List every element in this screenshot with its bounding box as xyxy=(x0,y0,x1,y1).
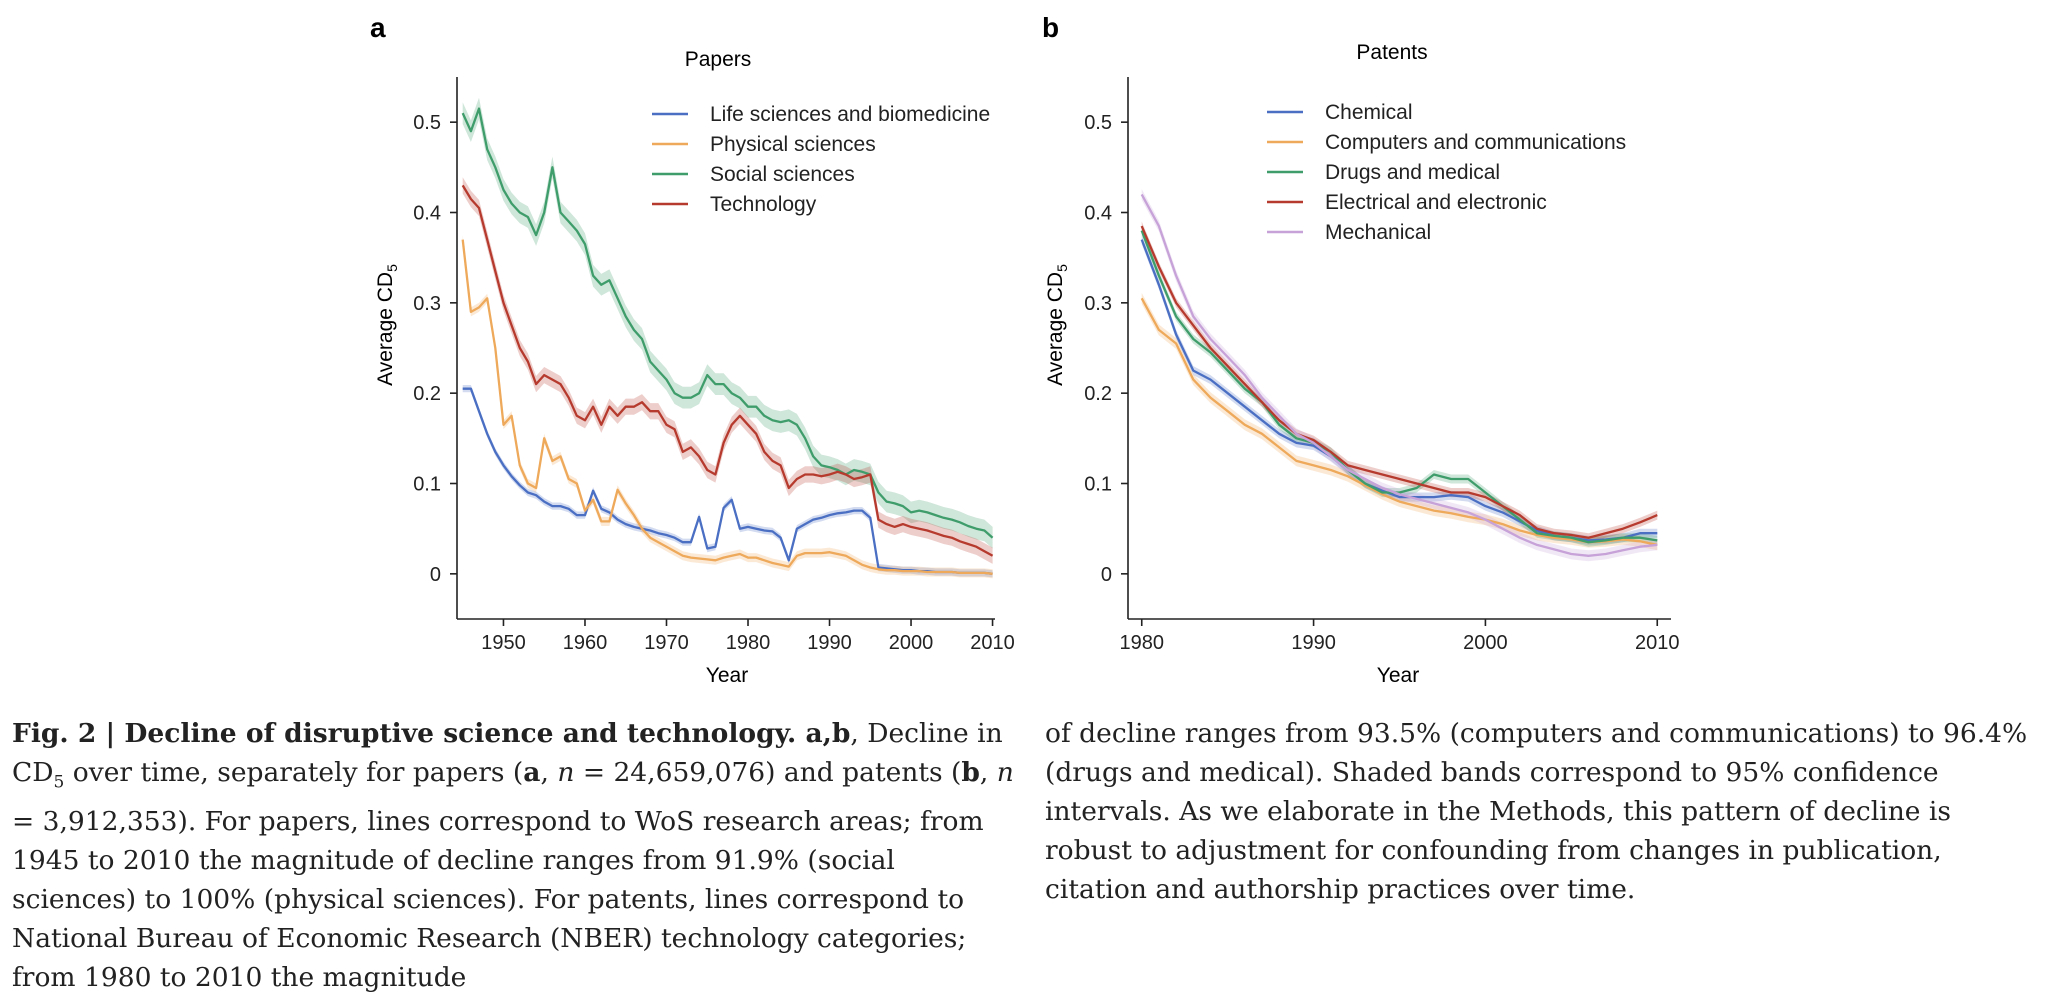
axes-a: 0 0.1 0.2 0.3 0.4 0.5 1950 1960 1970 1980 1990 2000… xyxy=(413,77,1015,654)
caption-fig-number: Fig. 2 xyxy=(12,718,97,749)
figure-caption-right: of decline ranges from 93.5% (computers … xyxy=(1045,718,2028,905)
panel-letter-a: a xyxy=(370,12,386,43)
legend-label-electrical-and-electronic: Electrical and electronic xyxy=(1325,191,1547,214)
x-tick-label-a: 2010 xyxy=(970,632,1015,654)
x-tick-label-b: 1980 xyxy=(1119,632,1164,654)
y-tick-label-a: 0.1 xyxy=(413,474,441,496)
caption-comma: , xyxy=(822,718,832,749)
x-tick-label-a: 1990 xyxy=(807,632,852,654)
legend-label-chemical: Chemical xyxy=(1325,101,1413,124)
svg-text:Average CD5: Average CD5 xyxy=(1044,264,1070,386)
caption-text-6: = 3,912,353). For papers, lines correspo… xyxy=(12,806,984,994)
caption-bold-a: a xyxy=(523,757,541,788)
series-line-drugs-and-medical xyxy=(1140,230,1658,544)
x-axis-label-a: Year xyxy=(706,664,748,687)
legend-label-computers-and-communications: Computers and communications xyxy=(1325,131,1626,154)
legend-b: Chemical Computers and communications Drug… xyxy=(1267,101,1626,244)
caption-bold-b: b xyxy=(961,757,980,788)
legend-label-social-sciences: Social sciences xyxy=(710,163,855,186)
legend-label-mechanical: Mechanical xyxy=(1325,221,1431,244)
legend-label-physical-sciences: Physical sciences xyxy=(710,133,876,156)
y-tick-label-a: 0 xyxy=(430,564,441,586)
y-tick-label-b: 0.1 xyxy=(1084,474,1112,496)
y-tick-label-b: 0.3 xyxy=(1084,293,1112,315)
series-line-social-sciences xyxy=(461,107,994,539)
svg-text:Average CD5: Average CD5 xyxy=(374,264,400,386)
chart-title-papers: Papers xyxy=(685,48,752,71)
panel-b-patents: b Patents Year Average CD5 0 0.1 0.2 0.3 0.4… xyxy=(1042,12,1680,687)
series-line-computers-and-communications xyxy=(1140,297,1658,547)
legend-label-drugs-and-medical: Drugs and medical xyxy=(1325,161,1500,184)
y-tick-label-b: 0.2 xyxy=(1084,383,1112,405)
series-lines-b xyxy=(1140,193,1658,557)
series-line-electrical-and-electronic xyxy=(1140,225,1658,539)
x-tick-label-a: 1950 xyxy=(481,632,526,654)
y-tick-label-a: 0.4 xyxy=(413,203,441,225)
x-tick-label-a: 1970 xyxy=(644,632,689,654)
caption-text-1: , Decline in CD xyxy=(12,718,1003,788)
confidence-bands-b xyxy=(1141,189,1658,562)
x-tick-label-a: 1960 xyxy=(563,632,608,654)
legend-label-technology: Technology xyxy=(710,193,817,216)
ci-band-computers-and-communications xyxy=(1141,292,1658,551)
x-tick-label-a: 1980 xyxy=(726,632,771,654)
ci-band-drugs-and-medical xyxy=(1141,226,1658,547)
x-axis-label-b: Year xyxy=(1377,664,1419,687)
x-tick-label-b: 2000 xyxy=(1463,632,1508,654)
ci-band-life-sciences-and-biomedicine xyxy=(462,385,993,578)
caption-text-5: , xyxy=(979,757,997,788)
y-tick-label-a: 0.2 xyxy=(413,383,441,405)
y-tick-label-b: 0 xyxy=(1101,564,1112,586)
y-tick-label-b: 0.5 xyxy=(1084,112,1112,134)
y-axis-label-b: Average CD5 xyxy=(1044,264,1070,386)
caption-sub: 5 xyxy=(53,772,65,793)
caption-ref-a: a xyxy=(805,718,823,749)
x-tick-label-b: 2010 xyxy=(1635,632,1680,654)
legend-label-life-sciences-and-biomedicine: Life sciences and biomedicine xyxy=(710,103,990,126)
series-lines-a xyxy=(461,107,994,575)
y-tick-label-a: 0.5 xyxy=(413,112,441,134)
axes-b: 0 0.1 0.2 0.3 0.4 0.5 1980 1990 2000 2010 xyxy=(1084,77,1680,654)
caption-n-1: n xyxy=(557,757,575,788)
x-tick-label-b: 1990 xyxy=(1291,632,1336,654)
series-line-life-sciences-and-biomedicine xyxy=(462,387,993,575)
caption-text-2: over time, separately for papers ( xyxy=(64,757,524,788)
chart-title-patents: Patents xyxy=(1356,41,1427,64)
caption-text-3: , xyxy=(540,757,558,788)
caption-headline: Decline of disruptive science and techno… xyxy=(124,718,797,749)
caption-separator: | xyxy=(96,718,125,749)
y-tick-label-a: 0.3 xyxy=(413,293,441,315)
caption-n-2: n xyxy=(996,757,1014,788)
y-tick-label-b: 0.4 xyxy=(1084,203,1112,225)
series-line-physical-sciences xyxy=(461,239,993,575)
y-axis-label-a: Average CD5 xyxy=(374,264,400,386)
figure: a Papers Year Average CD5 00.10.20.30.40… xyxy=(370,12,1680,687)
x-tick-label-a: 2000 xyxy=(889,632,934,654)
caption-ref-b: b xyxy=(831,718,851,749)
series-line-technology xyxy=(461,184,994,557)
panel-letter-b: b xyxy=(1042,12,1059,43)
caption-text-4: = 24,659,076) and patents ( xyxy=(574,757,962,788)
legend-a: Life sciences and biomedicine Physical sc… xyxy=(652,103,990,216)
series-line-mechanical xyxy=(1140,193,1658,557)
figure-caption-left: Fig. 2 | Decline of disruptive science a… xyxy=(12,714,1022,997)
panel-a-papers: a Papers Year Average CD5 00.10.20.30.40… xyxy=(370,12,1015,687)
